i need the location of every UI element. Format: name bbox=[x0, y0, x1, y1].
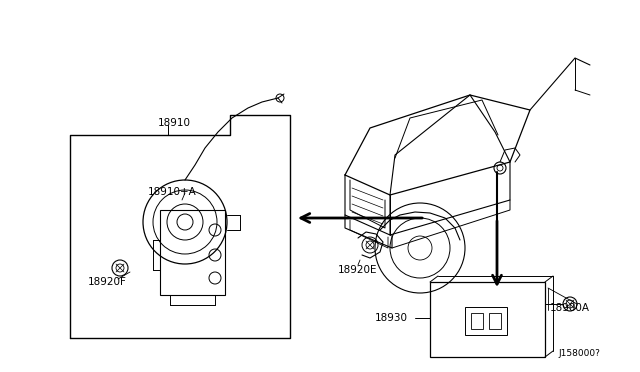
Text: 18910: 18910 bbox=[158, 118, 191, 128]
Text: 18930: 18930 bbox=[375, 313, 408, 323]
Bar bbox=[430, 282, 545, 357]
Text: 18920E: 18920E bbox=[338, 265, 378, 275]
Text: 18910+A: 18910+A bbox=[148, 187, 196, 197]
Text: 18900A: 18900A bbox=[550, 303, 590, 313]
Bar bbox=[160, 210, 225, 295]
Text: 18920F: 18920F bbox=[88, 277, 127, 287]
Bar bbox=[489, 313, 501, 329]
Bar bbox=[465, 307, 507, 335]
Bar bbox=[471, 313, 483, 329]
Text: J158000?: J158000? bbox=[558, 349, 600, 358]
